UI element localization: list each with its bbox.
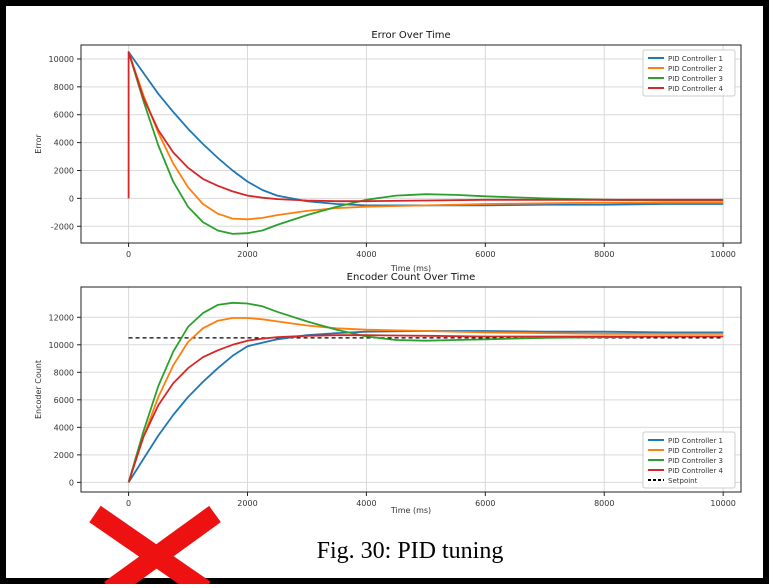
legend-label: PID Controller 4 (668, 467, 724, 475)
plot-area-frame (80, 286, 742, 493)
y-tick-label: 4000 (54, 423, 74, 432)
red-x-mark (89, 505, 221, 588)
error-chart: 0 2000 4000 6000 8000 10000 -2000 0 2000 4000 6000… (34, 30, 742, 273)
x-tick-label: 0 (126, 499, 131, 508)
y-tick-label: 6000 (54, 396, 74, 405)
y-tick-label: 6000 (54, 111, 74, 120)
legend: PID Controller 1 PID Controller 2 PID Cont… (642, 49, 736, 97)
chart-title: Error Over Time (371, 30, 450, 41)
y-tick-label: 10000 (49, 55, 74, 64)
series-line-1 (127, 51, 724, 207)
series-line-2 (127, 317, 724, 483)
x-tick-label: 4000 (356, 250, 376, 259)
series-line-3 (127, 51, 724, 235)
x-axis-label: Time (ms) (390, 506, 431, 515)
x-tick-label: 4000 (356, 499, 376, 508)
y-tick-label: -2000 (51, 222, 74, 231)
legend-box (642, 49, 736, 97)
series-line-4 (127, 51, 724, 203)
y-tick-label: 0 (69, 194, 74, 203)
figure-caption: Fig. 30: PID tuning (317, 538, 504, 564)
plot-area-frame (80, 44, 742, 244)
x-tick-label: 10000 (710, 499, 735, 508)
y-axis-label: Encoder Count (34, 360, 43, 419)
legend-label: PID Controller 3 (668, 457, 723, 465)
red-x-stroke-2 (104, 505, 221, 588)
series-line-4 (127, 334, 724, 483)
y-tick-label: 10000 (49, 341, 74, 350)
legend-label: PID Controller 2 (668, 447, 723, 455)
legend-label: PID Controller 4 (668, 85, 724, 93)
series-line-1 (127, 330, 724, 483)
x-tick-label: 8000 (594, 250, 614, 259)
chart-title: Encoder Count Over Time (347, 272, 476, 283)
y-tick-label: 8000 (54, 368, 74, 377)
series-line-2 (127, 51, 724, 221)
legend-label: PID Controller 3 (668, 75, 723, 83)
x-tick-label: 8000 (594, 499, 614, 508)
encoder-chart: 0 2000 4000 6000 8000 10000 0 2000 4000 6000 8000 1… (34, 272, 742, 515)
legend: PID Controller 1 PID Controller 2 PID Cont… (642, 431, 736, 489)
x-tick-label: 6000 (475, 250, 495, 259)
legend-box (642, 431, 736, 489)
y-axis-label: Error (34, 134, 43, 154)
y-tick-label: 2000 (54, 166, 74, 175)
x-tick-label: 10000 (710, 250, 735, 259)
y-tick-label: 12000 (49, 313, 74, 322)
legend-label: PID Controller 1 (668, 437, 723, 445)
legend-label: PID Controller 2 (668, 65, 723, 73)
x-tick-label: 2000 (237, 499, 257, 508)
y-tick-label: 4000 (54, 139, 74, 148)
y-tick-label: 0 (69, 478, 74, 487)
series-line-3 (127, 301, 724, 483)
x-axis-label: Time (ms) (390, 264, 431, 273)
x-tick-label: 6000 (475, 499, 495, 508)
legend-label: PID Controller 1 (668, 55, 723, 63)
y-tick-label: 8000 (54, 83, 74, 92)
x-tick-label: 2000 (237, 250, 257, 259)
y-tick-label: 2000 (54, 451, 74, 460)
legend-label: Setpoint (668, 477, 698, 485)
x-tick-label: 0 (126, 250, 131, 259)
